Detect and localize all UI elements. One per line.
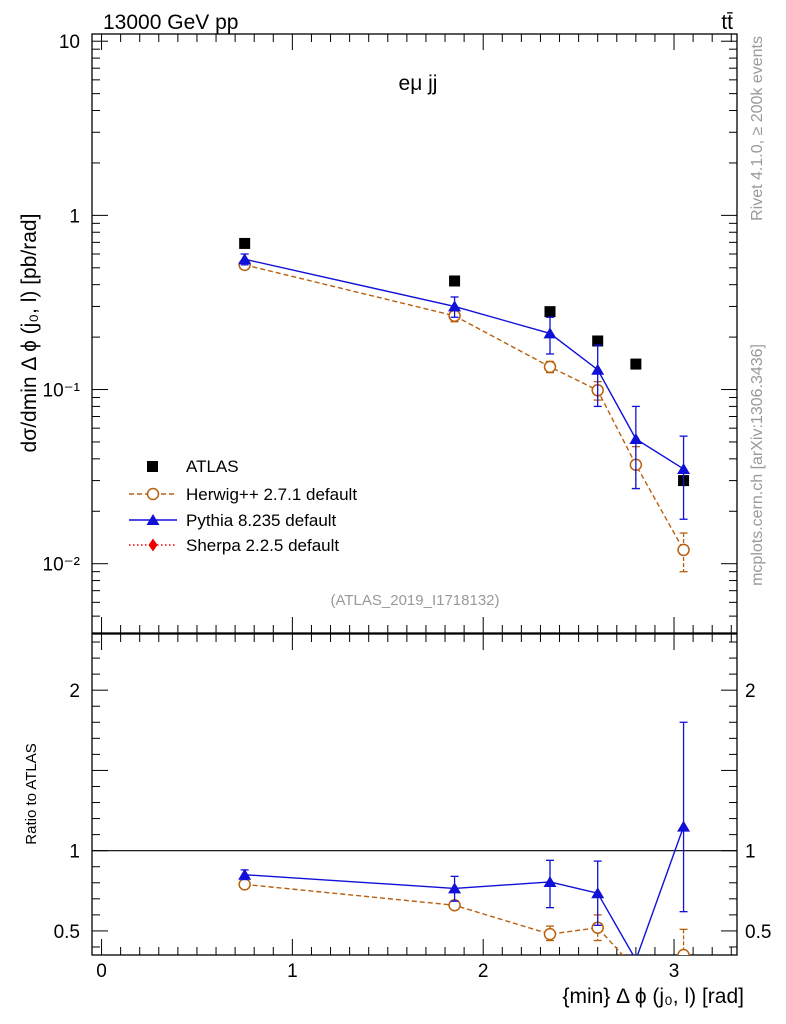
main-point-pythia [677,462,691,474]
ratio-y-tick-label-right: 1 [745,842,756,863]
ratio-point-herwig [677,948,690,955]
x-tick-label: 0 [96,961,107,982]
ratio-y-tick-label: 2 [69,681,80,702]
main-y-tick-label: 1 [69,206,80,227]
legend-marker-atlas [147,461,158,472]
main-series-pythia [238,253,691,520]
ratio-point-herwig [238,878,251,891]
main-point-atlas [449,275,461,287]
ratio-ylabel: Ratio to ATLAS [23,743,40,844]
main-point-pythia [543,327,557,339]
main-y-tick-label: 10 [59,32,80,53]
main-y-tick-label: 10⁻² [43,555,81,576]
main-series-atlas [239,237,690,487]
main-point-atlas [239,237,251,249]
legend-marker-sherpa [148,538,158,552]
legend-label-pythia: Pythia 8.235 default [186,511,337,530]
ratio-plot-content [92,721,737,975]
main-point-atlas [630,358,642,370]
ratio-series-herwig [238,878,690,975]
x-tick-label: 3 [669,961,680,982]
legend-label-sherpa: Sherpa 2.2.5 default [186,536,339,555]
ratio-y-tick-label: 1 [69,842,80,863]
ratio-series-pythia [238,721,691,955]
rivet-label: Rivet 4.1.0, ≥ 200k events [749,36,766,221]
ratio-point-pythia [677,820,691,832]
main-ylabel: dσ/dmin Δ ϕ (j₀, l) [pb/rad] [18,214,41,453]
ratio-point-pythia [591,887,605,899]
main-point-atlas [544,306,556,318]
x-tick-label: 2 [478,961,489,982]
ratio-y-tick-label-right: 0.5 [745,922,771,943]
legend: ATLAS Herwig++ 2.7.1 default Pythia 8.23… [129,457,357,555]
header-left: 13000 GeV pp [103,11,238,34]
legend-marker-herwig [146,487,160,501]
ratio-y-tick-label: 0.5 [54,922,80,943]
main-point-pythia [629,432,643,444]
ratio-point-pythia [635,953,637,955]
ratio-axis-ticks: 0.5 0.5 1 1 2 2 0 1 2 3 [54,634,771,982]
main-point-pythia [238,253,252,265]
x-axis-label: {min} Δ ϕ (j₀, l) [rad] [562,985,744,1008]
main-point-pythia [591,363,605,375]
mcplots-label: mcplots.cern.ch [arXiv:1306.3436] [749,344,766,586]
ratio-point-pythia [543,875,557,887]
main-point-herwig [543,360,557,374]
ratio-plot-frame [91,633,738,956]
legend-label-atlas: ATLAS [186,457,239,476]
main-y-tick-label: 10⁻¹ [43,381,81,402]
header-right: tt̄ [721,11,733,34]
legend-label-herwig: Herwig++ 2.7.1 default [186,485,357,504]
main-plot-content [238,237,691,573]
legend-marker-pythia [146,514,160,525]
main-plot-frame [91,33,738,634]
main-point-atlas [592,335,604,347]
ratio-line-pythia [244,826,685,955]
ratio-point-pythia [448,882,462,894]
main-point-herwig [677,543,690,557]
ratio-point-herwig [630,964,641,975]
main-title: eμ jj [399,72,438,95]
main-point-pythia [448,300,462,312]
ratio-point-herwig [543,927,557,941]
ratio-point-pythia [238,868,252,880]
main-axis-ticks: 10 1 10⁻¹ 10⁻² [43,32,737,634]
x-tick-label: 1 [287,961,298,982]
ratio-y-tick-label-right: 2 [745,681,756,702]
main-line-pythia [244,258,684,470]
main-line-herwig [244,264,685,551]
analysis-label: (ATLAS_2019_I1718132) [330,592,499,609]
